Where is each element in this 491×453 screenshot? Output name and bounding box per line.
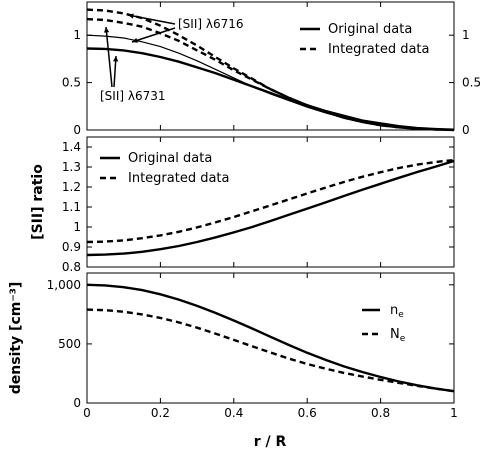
legend-label: Integrated data [328,42,430,57]
annotation-arrowhead [113,56,119,62]
panel-top: 0 0.5 1 0 0.5 1 Original data Integrated data [S… [62,1,481,137]
y-tick-label-right: 0.5 [462,76,481,90]
y-tick-label: 0.9 [62,240,81,254]
legend-label: Original data [128,151,212,166]
annotation-arrow [127,14,176,25]
x-tick-label: 0.8 [371,406,390,420]
y-tick-label: 1.3 [62,160,81,174]
y-tick-label: 0 [73,123,81,137]
x-tick-label: 0.4 [224,406,243,420]
legend-label: Integrated data [128,171,230,186]
series-line [86,159,455,257]
x-tick-label: 1 [450,406,458,420]
x-tick-label: 0.6 [298,406,317,420]
panel-middle: 0.8 0.9 1 1.1 1.2 1.3 1.4 [SII] ratio Original d… [30,136,455,274]
plot-frame [86,272,455,404]
y-axis-label: [SII] ratio [30,164,46,240]
x-axis-label: r / R [254,434,287,450]
legend-label: Ne [390,327,406,344]
legend-label: Original data [328,22,412,37]
annotation-6731: [SII] λ6731 [100,89,166,103]
annotation-6716: [SII] λ6716 [178,17,244,31]
y-tick-label: 1 [73,220,81,234]
x-tick-label: 0 [83,406,91,420]
y-axis-label: density [cm⁻³] [8,282,24,395]
y-tick-label: 0.5 [62,76,81,90]
plot-frame [86,136,455,268]
y-tick-label: 1.4 [62,140,81,154]
y-tick-label: 500 [58,337,81,351]
y-tick-label: 1 [73,28,81,42]
annotation-arrowhead [132,37,138,43]
x-tick-label: 0.2 [151,406,170,420]
annotation-arrowhead [128,13,134,19]
annotation-arrowhead [103,27,110,33]
y-tick-label-right: 1 [462,28,470,42]
y-tick-label: 0 [73,396,81,410]
y-tick-label: 0.8 [62,260,81,274]
series-line [86,47,455,131]
series-line [86,158,455,244]
panel-bottom: 0 0.2 0.4 0.6 0.8 1 0 500 1,000 density [cm⁻³] ne N… [8,272,458,420]
legend-label: ne [390,303,404,320]
y-tick-label: 1.1 [62,200,81,214]
plot-frame [86,1,455,131]
y-tick-label: 1.2 [62,180,81,194]
series-line [86,8,455,132]
annotation-arrow [105,26,113,88]
annotation-arrow [131,27,176,43]
series-line [86,308,455,393]
series-line [86,17,455,132]
y-tick-label-right: 0 [462,123,470,137]
series-line [86,283,455,393]
y-tick-label: 1,000 [47,278,81,292]
